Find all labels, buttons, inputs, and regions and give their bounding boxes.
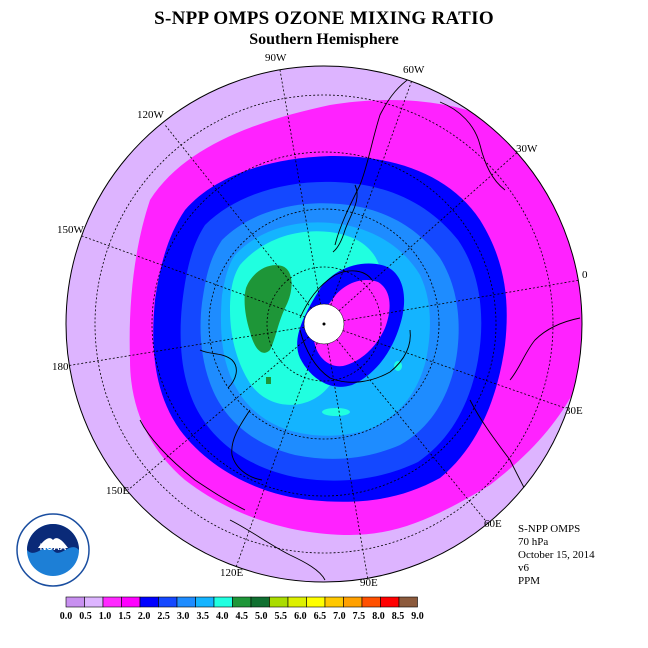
info-version: v6 bbox=[518, 562, 529, 574]
colorbar-label: 6.0 bbox=[294, 611, 307, 622]
colorbar-swatch bbox=[213, 596, 233, 608]
pole-point bbox=[322, 322, 326, 326]
lon-label-180: 180 bbox=[52, 361, 69, 373]
lon-label-60e: 60E bbox=[484, 518, 502, 530]
coastlines bbox=[139, 77, 581, 581]
colorbar-swatch bbox=[232, 596, 252, 608]
colorbar-label: 6.5 bbox=[314, 611, 327, 622]
colorbar-swatch bbox=[306, 596, 326, 608]
colorbar-swatch bbox=[65, 596, 85, 608]
contour-3.5-patch bbox=[322, 408, 350, 416]
colorbar-label: 5.5 bbox=[275, 611, 288, 622]
colorbar-label: 2.5 bbox=[157, 611, 170, 622]
contour-4.0-patch bbox=[266, 377, 271, 384]
info-units: PPM bbox=[518, 575, 541, 587]
lon-label-60w: 60W bbox=[403, 64, 425, 76]
longitude-label-group: 90W 60W 30W 0 120W 150W 180 30E 60E 90E … bbox=[52, 52, 588, 589]
lon-label-90e: 90E bbox=[360, 577, 378, 589]
lon-label-120e: 120E bbox=[220, 567, 244, 579]
colorbar-label: 1.0 bbox=[99, 611, 112, 622]
colorbar-label: 1.5 bbox=[118, 611, 131, 622]
colorbar-label: 0.0 bbox=[60, 611, 73, 622]
lon-label-0: 0 bbox=[582, 269, 588, 281]
info-instrument: S-NPP OMPS bbox=[518, 523, 581, 535]
colorbar-label: 7.5 bbox=[353, 611, 366, 622]
colorbar-swatch bbox=[380, 596, 400, 608]
map-border bbox=[65, 65, 583, 583]
colorbar-label: 5.0 bbox=[255, 611, 268, 622]
info-date: October 15, 2014 bbox=[518, 549, 595, 561]
contour-hole-magenta bbox=[313, 280, 390, 367]
longitude-lines bbox=[66, 69, 581, 581]
colorbar-swatch bbox=[139, 596, 159, 608]
colorbar-swatch bbox=[250, 596, 270, 608]
colorbar-swatch bbox=[343, 596, 363, 608]
colorbar-label: 3.0 bbox=[177, 611, 190, 622]
map-title: S-NPP OMPS OZONE MIXING RATIO bbox=[154, 8, 494, 29]
latitude-lines bbox=[94, 94, 554, 554]
colorbar-swatch bbox=[269, 596, 289, 608]
colorbar-swatch bbox=[102, 596, 122, 608]
colorbar-swatch bbox=[195, 596, 215, 608]
info-level: 70 hPa bbox=[518, 536, 549, 548]
lon-label-90w: 90W bbox=[265, 52, 287, 64]
colorbar-swatch bbox=[324, 596, 344, 608]
contour-4.0 bbox=[244, 265, 292, 353]
colorbar-swatch bbox=[361, 596, 381, 608]
lon-label-120w: 120W bbox=[137, 109, 165, 121]
colorbar-label: 8.0 bbox=[372, 611, 385, 622]
colorbar-swatch bbox=[84, 596, 104, 608]
colorbar-swatch bbox=[176, 596, 196, 608]
colorbar-label: 9.0 bbox=[411, 611, 424, 622]
colorbar-label: 7.0 bbox=[333, 611, 346, 622]
noaa-logo: NOAA bbox=[16, 513, 90, 587]
colorbar-label: 8.5 bbox=[392, 611, 405, 622]
colorbar-swatch bbox=[287, 596, 307, 608]
lon-label-150e: 150E bbox=[106, 485, 130, 497]
lon-label-30e: 30E bbox=[565, 405, 583, 417]
colorbar-label: 0.5 bbox=[79, 611, 92, 622]
colorbar-label: 2.0 bbox=[138, 611, 151, 622]
lon-label-150w: 150W bbox=[57, 224, 85, 236]
colorbar-label: 4.0 bbox=[216, 611, 229, 622]
colorbar-label: 3.5 bbox=[196, 611, 209, 622]
colorbar-swatch bbox=[121, 596, 141, 608]
colorbar-label: 4.5 bbox=[236, 611, 249, 622]
contour-3.5-patch bbox=[394, 361, 402, 371]
noaa-logo-text: NOAA bbox=[40, 542, 67, 552]
map-subtitle: Southern Hemisphere bbox=[249, 31, 399, 48]
lon-label-30w: 30W bbox=[516, 143, 538, 155]
colorbar-swatch bbox=[398, 596, 418, 608]
colorbar-swatch bbox=[158, 596, 178, 608]
